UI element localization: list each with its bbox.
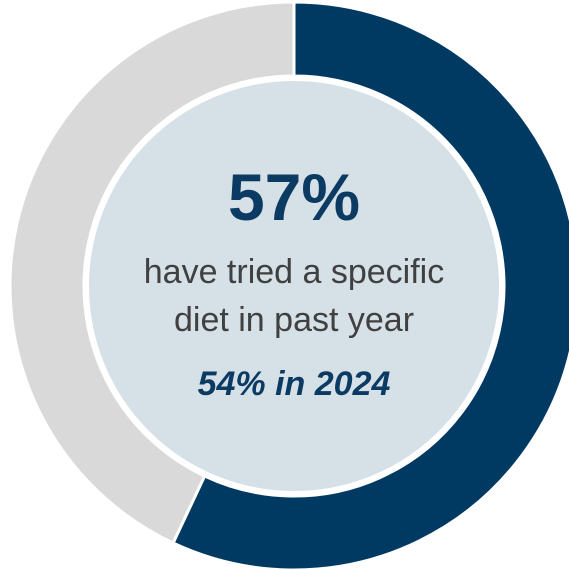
donut-slice-1 bbox=[171, 0, 569, 569]
description-line-2: diet in past year bbox=[173, 301, 415, 339]
donut-slice-2 bbox=[8, 0, 296, 545]
description-line-1: have tried a specific bbox=[143, 253, 445, 291]
donut-slices bbox=[8, 0, 569, 569]
prior-year-comparison: 54% in 2024 bbox=[197, 365, 391, 403]
center-disc bbox=[85, 77, 503, 495]
headline-percentage: 57% bbox=[227, 160, 361, 234]
